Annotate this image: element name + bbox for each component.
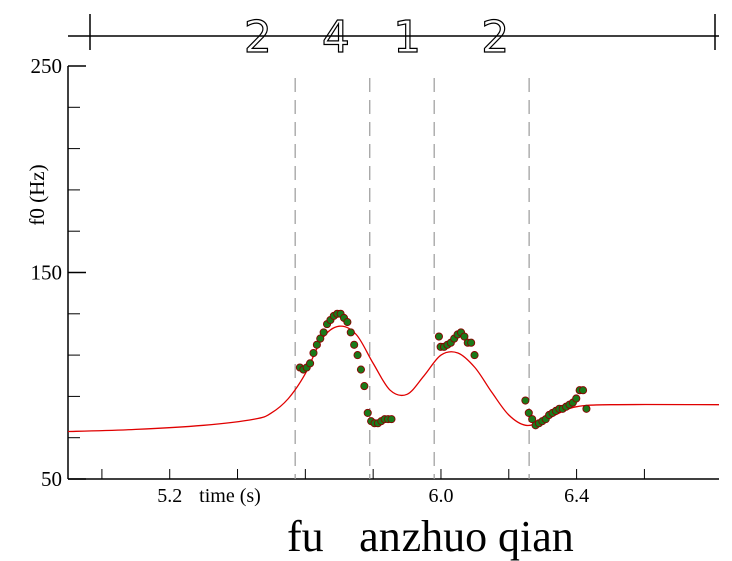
y-tick-label: 50 bbox=[41, 467, 62, 491]
f0-point bbox=[435, 333, 442, 340]
f0-point bbox=[468, 339, 475, 346]
tone-label: 4 bbox=[322, 12, 350, 63]
y-ticks: 50 150 250 bbox=[31, 54, 87, 491]
f0-point bbox=[354, 352, 361, 359]
syllable-label: fu bbox=[287, 512, 324, 561]
f0-point bbox=[573, 395, 580, 402]
f0-point bbox=[364, 409, 371, 416]
tone-label: 2 bbox=[481, 12, 509, 63]
y-axis-label: f0 (Hz) bbox=[25, 164, 49, 225]
f0-point bbox=[361, 382, 368, 389]
f0-point bbox=[320, 329, 327, 336]
f0-point bbox=[351, 341, 358, 348]
f0-point bbox=[579, 387, 586, 394]
x-ticks: 5.2 6.0 6.4 bbox=[102, 469, 645, 507]
x-axis-label: time (s) bbox=[199, 485, 261, 507]
syllable-labels: fu an zhuo qian bbox=[287, 512, 574, 561]
y-tick-label: 250 bbox=[31, 54, 63, 78]
f0-point bbox=[310, 349, 317, 356]
f0-points bbox=[296, 310, 590, 429]
x-tick-label: 6.0 bbox=[428, 485, 453, 507]
tone-label: 2 bbox=[244, 12, 272, 63]
f0-point bbox=[344, 318, 351, 325]
y-tick-label: 150 bbox=[31, 261, 63, 285]
tone-boundaries bbox=[295, 78, 529, 479]
f0-point bbox=[522, 397, 529, 404]
syllable-label: an bbox=[359, 512, 401, 561]
syllable-label: qian bbox=[498, 512, 574, 561]
x-tick-label: 5.2 bbox=[157, 485, 182, 507]
x-tick-label: 6.4 bbox=[564, 485, 589, 507]
f0-point bbox=[583, 405, 590, 412]
f0-point bbox=[471, 352, 478, 359]
syllable-label: zhuo bbox=[402, 512, 488, 561]
f0-point bbox=[306, 360, 313, 367]
f0-point bbox=[357, 366, 364, 373]
f0-point bbox=[347, 329, 354, 336]
tone-label: 1 bbox=[393, 12, 421, 63]
f0-point bbox=[388, 416, 395, 423]
